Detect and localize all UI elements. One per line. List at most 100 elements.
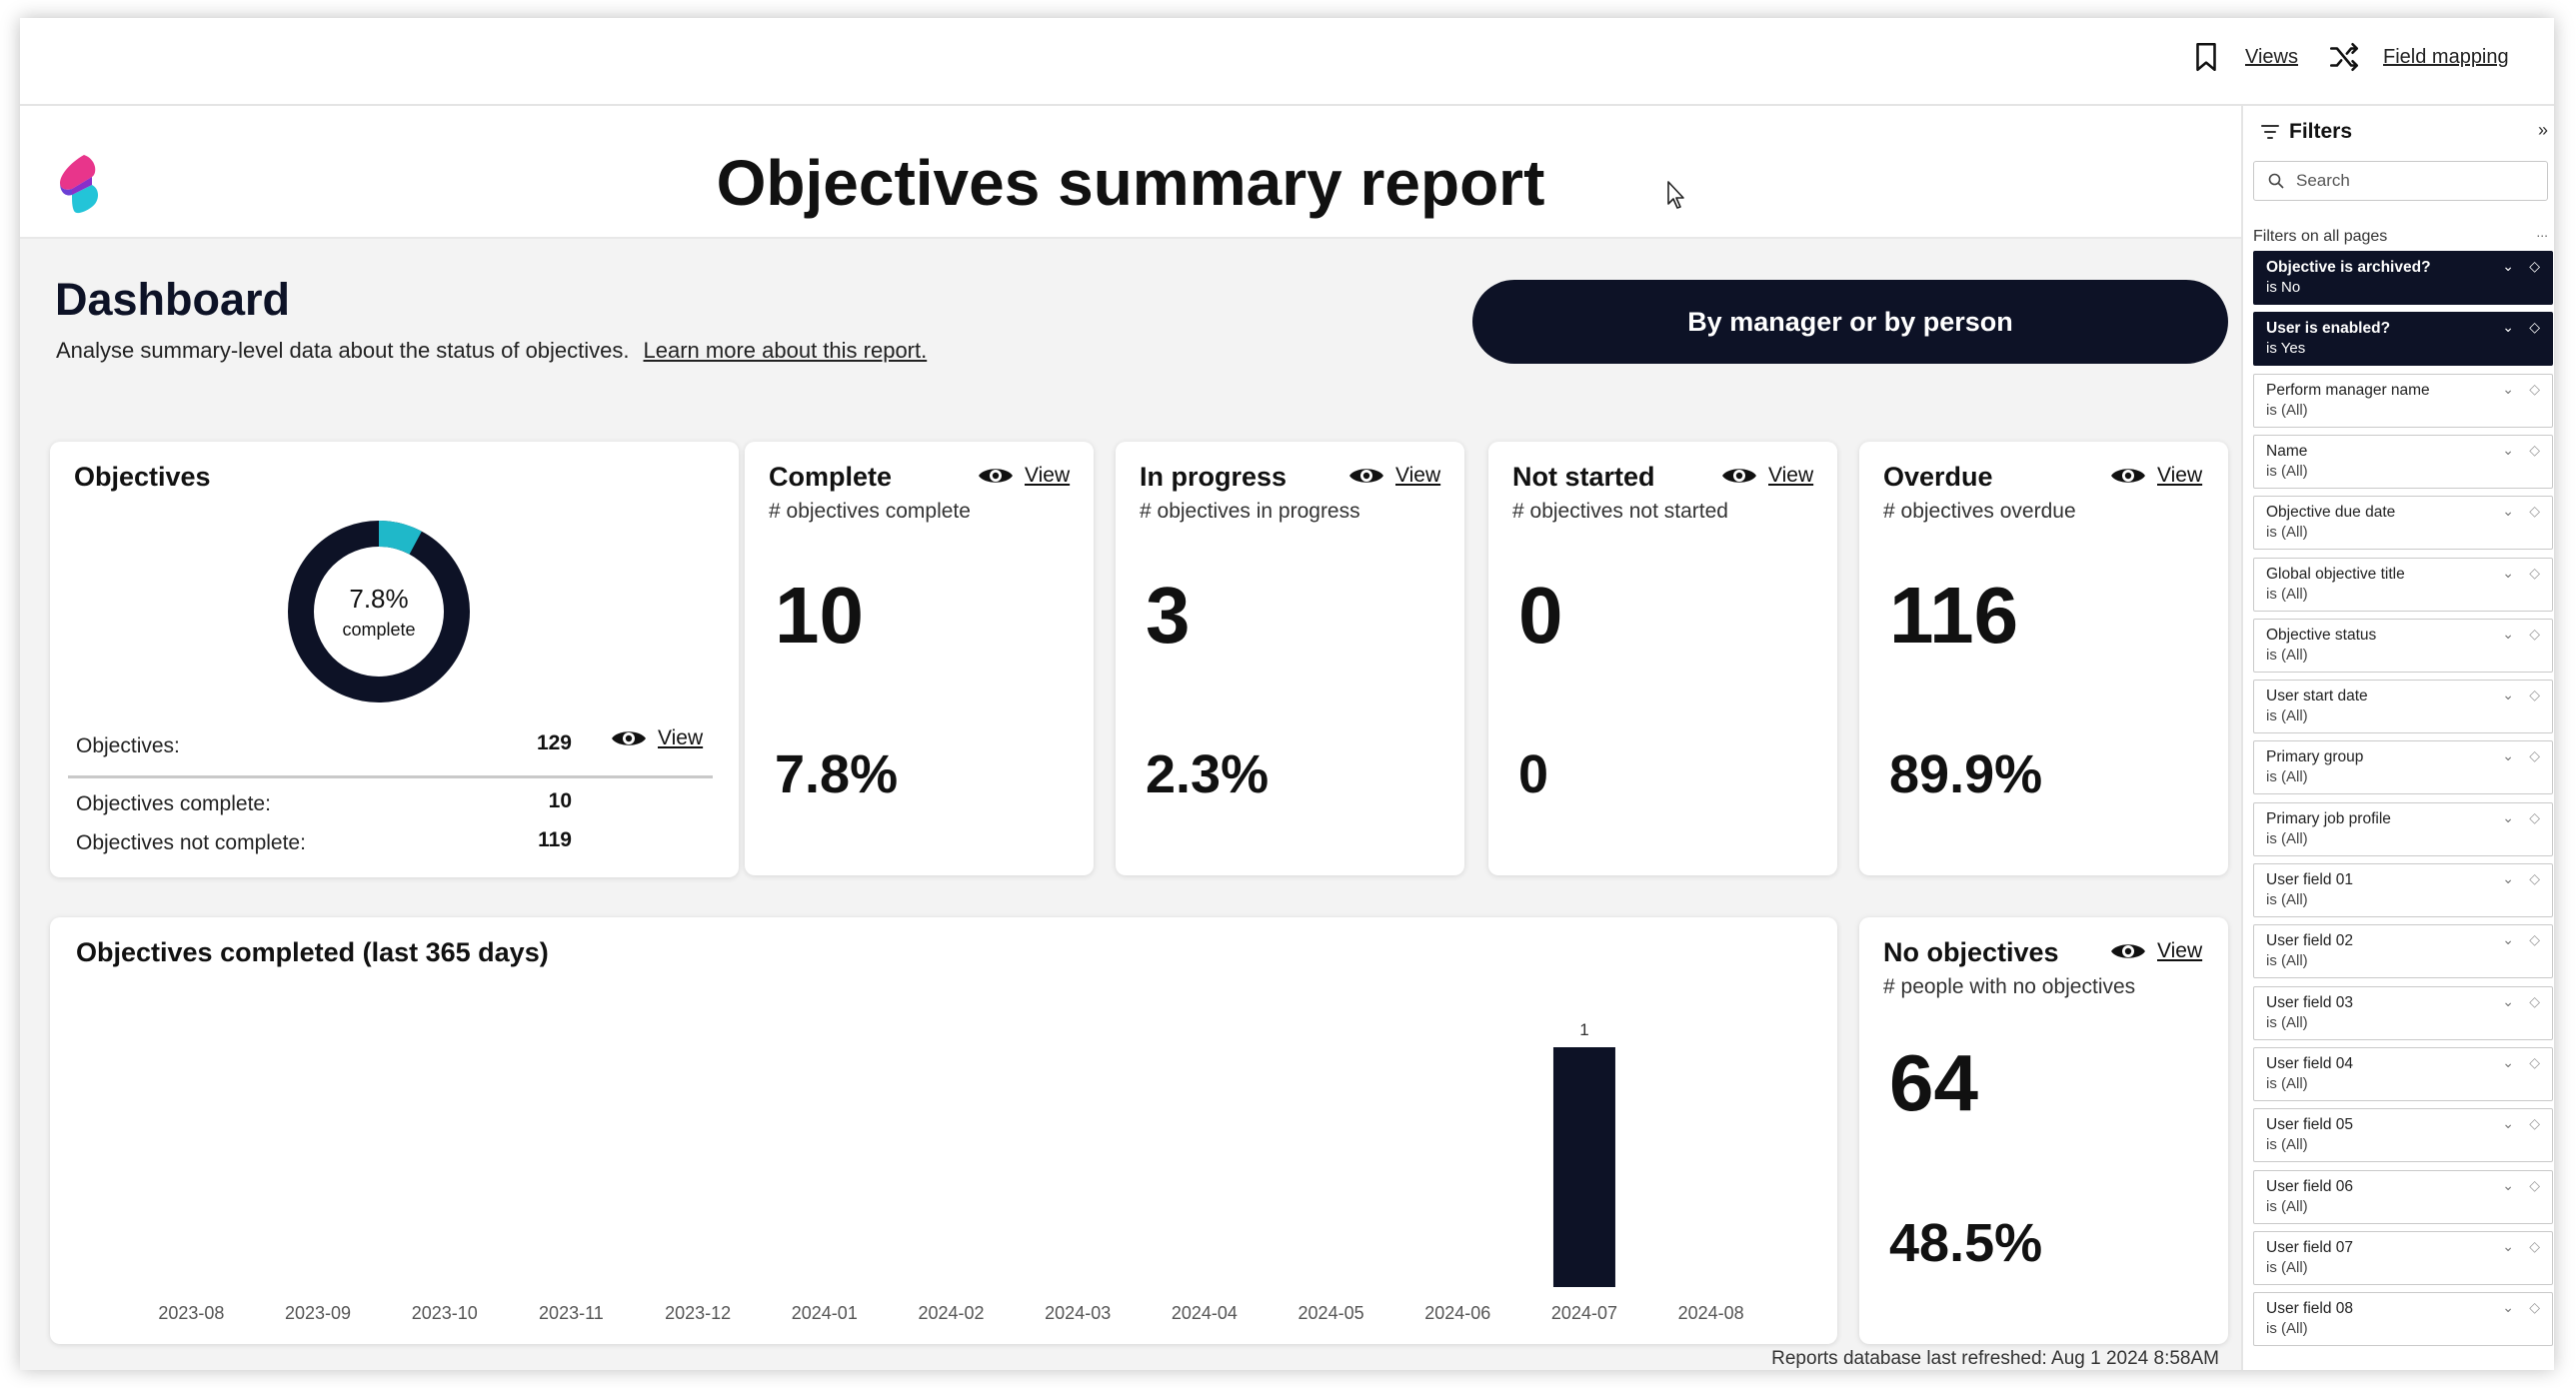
filter-card[interactable]: User field 03 is (All) ⌄ ◇ <box>2253 985 2553 1040</box>
chevron-down-icon[interactable]: ⌄ <box>2502 380 2514 397</box>
clear-filter-icon[interactable]: ◇ <box>2529 808 2540 825</box>
kpi-subtitle: # objectives complete <box>769 500 971 523</box>
no-objectives-percent: 48.5% <box>1889 1213 2043 1273</box>
dashboard-subtitle: Analyse summary-level data about the sta… <box>56 338 927 364</box>
clear-filter-icon[interactable]: ◇ <box>2529 1176 2540 1193</box>
clear-filter-icon[interactable]: ◇ <box>2529 564 2540 581</box>
filter-card[interactable]: Primary group is (All) ⌄ ◇ <box>2253 740 2553 795</box>
filter-name: User field 03 <box>2266 993 2354 1011</box>
filter-search-input[interactable]: Search <box>2253 161 2548 201</box>
chevron-down-icon[interactable]: ⌄ <box>2502 625 2514 642</box>
clear-filter-icon[interactable]: ◇ <box>2529 380 2540 397</box>
kpi-card-overdue: Overdue # objectives overdue View 116 89… <box>1859 442 2228 875</box>
chevron-down-icon[interactable]: ⌄ <box>2502 870 2514 886</box>
filters-title: Filters <box>2289 120 2353 143</box>
chevron-down-icon[interactable]: ⌄ <box>2502 564 2514 581</box>
filter-card[interactable]: User field 08 is (All) ⌄ ◇ <box>2253 1292 2553 1347</box>
objectives-view-link[interactable]: View <box>610 726 703 750</box>
filter-card[interactable]: User field 02 is (All) ⌄ ◇ <box>2253 924 2553 979</box>
chevron-down-icon[interactable]: ⌄ <box>2502 1237 2514 1254</box>
clear-filter-icon[interactable]: ◇ <box>2529 747 2540 764</box>
filter-value: is No <box>2266 279 2301 296</box>
filter-card[interactable]: Objective due date is (All) ⌄ ◇ <box>2253 496 2553 551</box>
kpi-card-complete: Complete # objectives complete View 10 7… <box>745 442 1094 875</box>
clear-filter-icon[interactable]: ◇ <box>2529 1237 2540 1254</box>
divider <box>68 775 713 778</box>
filter-value: is (All) <box>2266 952 2308 970</box>
filter-name: User field 06 <box>2266 1177 2354 1195</box>
filter-card[interactable]: Perform manager name is (All) ⌄ ◇ <box>2253 373 2553 428</box>
filter-card[interactable]: User field 04 is (All) ⌄ ◇ <box>2253 1046 2553 1101</box>
learn-more-link[interactable]: Learn more about this report. <box>643 338 928 363</box>
completion-donut: 7.8% complete <box>288 521 470 702</box>
clear-filter-icon[interactable]: ◇ <box>2529 931 2540 948</box>
chevron-down-icon[interactable]: ⌄ <box>2502 931 2514 948</box>
views-link[interactable]: Views <box>2189 40 2298 74</box>
filter-value: is (All) <box>2266 1013 2308 1031</box>
kpi-view-link[interactable]: View <box>2109 464 2202 488</box>
filter-card[interactable]: User field 05 is (All) ⌄ ◇ <box>2253 1108 2553 1163</box>
filter-name: Perform manager name <box>2266 381 2430 399</box>
clear-filter-icon[interactable]: ◇ <box>2529 258 2540 274</box>
collapse-pane-icon[interactable]: » <box>2537 120 2548 140</box>
chevron-down-icon[interactable]: ⌄ <box>2502 1115 2514 1132</box>
eye-icon <box>979 469 1013 483</box>
filter-name: User field 07 <box>2266 1238 2354 1256</box>
field-mapping-link[interactable]: Field mapping <box>2327 40 2509 74</box>
clear-filter-icon[interactable]: ◇ <box>2529 319 2540 336</box>
x-axis-tick-label: 2024-04 <box>1172 1303 1238 1323</box>
kpi-view-link[interactable]: View <box>977 464 1070 488</box>
chevron-down-icon[interactable]: ⌄ <box>2502 1176 2514 1193</box>
chevron-down-icon[interactable]: ⌄ <box>2502 687 2514 703</box>
clear-filter-icon[interactable]: ◇ <box>2529 1115 2540 1132</box>
clear-filter-icon[interactable]: ◇ <box>2529 992 2540 1009</box>
filter-card[interactable]: User field 01 is (All) ⌄ ◇ <box>2253 863 2553 917</box>
chevron-down-icon[interactable]: ⌄ <box>2502 1053 2514 1070</box>
no-objectives-card: No objectives # people with no objective… <box>1859 917 2228 1344</box>
by-manager-button[interactable]: By manager or by person <box>1472 280 2228 364</box>
clear-filter-icon[interactable]: ◇ <box>2529 687 2540 703</box>
chevron-down-icon[interactable]: ⌄ <box>2502 441 2514 458</box>
filter-card[interactable]: Objective is archived? is No ⌄ ◇ <box>2253 251 2553 305</box>
kpi-view-link[interactable]: View <box>1720 464 1813 488</box>
clear-filter-icon[interactable]: ◇ <box>2529 503 2540 520</box>
filter-card[interactable]: Global objective title is (All) ⌄ ◇ <box>2253 557 2553 612</box>
completed-chart-card: Objectives completed (last 365 days) 202… <box>50 917 1837 1344</box>
filter-card[interactable]: User start date is (All) ⌄ ◇ <box>2253 680 2553 734</box>
chevron-down-icon[interactable]: ⌄ <box>2502 319 2514 336</box>
filter-card[interactable]: User is enabled? is Yes ⌄ ◇ <box>2253 312 2553 367</box>
search-icon <box>2268 173 2284 189</box>
views-label: Views <box>2245 45 2298 68</box>
kpi-title: Overdue <box>1883 462 1993 492</box>
chevron-down-icon[interactable]: ⌄ <box>2502 747 2514 764</box>
filter-value: is (All) <box>2266 1197 2308 1215</box>
chart-bar[interactable] <box>1552 1047 1615 1287</box>
filter-name: User field 01 <box>2266 871 2354 888</box>
clear-filter-icon[interactable]: ◇ <box>2529 441 2540 458</box>
filter-name: Objective status <box>2266 626 2377 644</box>
filter-card[interactable]: Name is (All) ⌄ ◇ <box>2253 434 2553 489</box>
more-options-icon[interactable]: ... <box>2536 224 2548 240</box>
kpi-view-link[interactable]: View <box>1347 464 1440 488</box>
clear-filter-icon[interactable]: ◇ <box>2529 1053 2540 1070</box>
filter-card[interactable]: Objective status is (All) ⌄ ◇ <box>2253 618 2553 673</box>
chevron-down-icon[interactable]: ⌄ <box>2502 258 2514 274</box>
chevron-down-icon[interactable]: ⌄ <box>2502 1299 2514 1316</box>
filter-name: Objective is archived? <box>2266 259 2431 276</box>
no-objectives-view-link[interactable]: View <box>2109 939 2202 963</box>
report-title: Objectives summary report <box>716 147 1545 219</box>
clear-filter-icon[interactable]: ◇ <box>2529 1299 2540 1316</box>
report-header: Objectives summary report <box>20 106 2241 239</box>
filter-value: is (All) <box>2266 1074 2308 1092</box>
objectives-not-complete-value: 119 <box>538 828 572 851</box>
clear-filter-icon[interactable]: ◇ <box>2529 625 2540 642</box>
filter-card[interactable]: Primary job profile is (All) ⌄ ◇ <box>2253 801 2553 856</box>
chevron-down-icon[interactable]: ⌄ <box>2502 503 2514 520</box>
filter-card[interactable]: User field 06 is (All) ⌄ ◇ <box>2253 1169 2553 1224</box>
kpi-percent: 2.3% <box>1146 744 1270 804</box>
filter-card[interactable]: User field 07 is (All) ⌄ ◇ <box>2253 1230 2553 1285</box>
clear-filter-icon[interactable]: ◇ <box>2529 870 2540 886</box>
chevron-down-icon[interactable]: ⌄ <box>2502 992 2514 1009</box>
chevron-down-icon[interactable]: ⌄ <box>2502 808 2514 825</box>
filter-value: is Yes <box>2266 340 2306 358</box>
